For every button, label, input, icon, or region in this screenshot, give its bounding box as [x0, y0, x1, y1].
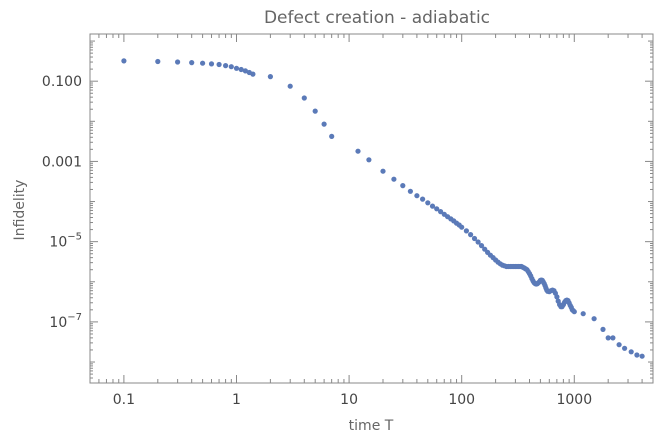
data-point: [554, 294, 560, 300]
data-point: [250, 71, 256, 77]
data-point: [420, 196, 426, 202]
x-tick-label: 100: [448, 392, 475, 408]
data-point: [438, 209, 444, 215]
data-point: [121, 58, 127, 64]
chart-title: Defect creation - adiabatic: [264, 8, 490, 28]
data-point: [267, 74, 273, 80]
data-point: [366, 157, 372, 163]
data-point: [238, 66, 244, 73]
x-axis-label: time T: [349, 418, 394, 434]
data-point: [242, 68, 248, 74]
data-point: [200, 60, 206, 66]
data-point: [628, 349, 634, 355]
y-tick-label: 10−7: [49, 312, 82, 331]
data-point: [312, 108, 318, 114]
data-point: [155, 58, 161, 65]
data-point: [571, 309, 577, 315]
y-tick-label: 0.001: [42, 154, 82, 170]
x-tick-label: 0.1: [113, 392, 135, 408]
data-point: [580, 311, 586, 317]
data-point: [391, 176, 397, 182]
data-point: [233, 65, 240, 71]
data-point: [216, 61, 222, 68]
data-point: [616, 342, 622, 348]
data-point: [434, 206, 440, 212]
y-tick-label: 0.100: [42, 74, 82, 90]
data-point: [223, 63, 229, 69]
y-axis-ticks: 0.100 0.001 10−5 10−7: [42, 40, 653, 384]
data-point: [301, 95, 307, 101]
data-point: [468, 232, 474, 238]
data-point: [459, 224, 465, 230]
data-point: [175, 59, 181, 65]
data-point: [600, 326, 606, 332]
data-point: [478, 243, 485, 249]
data-point: [287, 83, 293, 89]
data-point: [471, 235, 478, 242]
data-point: [634, 352, 640, 358]
x-tick-label: 1000: [556, 392, 592, 408]
data-point: [208, 61, 215, 67]
data-point: [425, 200, 431, 206]
data-point: [380, 168, 386, 174]
data-point: [189, 60, 195, 66]
y-tick-label: 10−5: [49, 232, 82, 251]
data-point: [463, 228, 469, 234]
data-point: [639, 353, 645, 359]
data-points: [121, 58, 645, 359]
data-point: [414, 193, 420, 199]
data-point: [321, 121, 327, 127]
x-axis-ticks: 0.1 1 10 100 1000: [89, 34, 654, 408]
data-point: [407, 188, 413, 194]
data-point: [622, 345, 628, 351]
data-point: [329, 133, 335, 139]
data-point: [610, 335, 616, 341]
y-axis-label: Infidelity: [12, 180, 28, 241]
data-point: [475, 239, 481, 245]
data-point: [400, 183, 406, 189]
data-point: [591, 316, 597, 322]
data-point: [605, 335, 611, 341]
data-point: [355, 148, 361, 154]
data-point: [228, 64, 234, 70]
plot-frame: [89, 33, 654, 384]
x-tick-label: 1: [232, 392, 241, 408]
x-tick-label: 10: [340, 392, 358, 408]
data-point: [429, 203, 436, 209]
